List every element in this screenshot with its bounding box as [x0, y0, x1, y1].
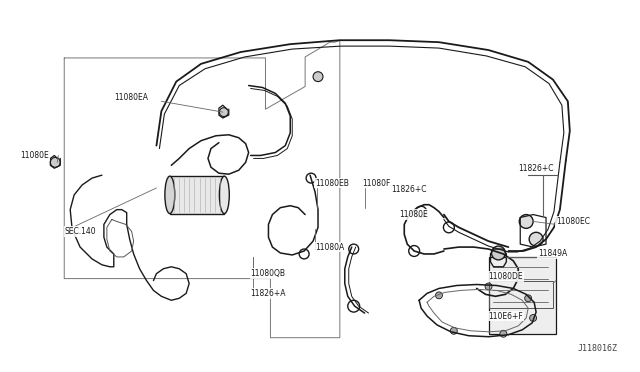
- Text: 11849A: 11849A: [538, 250, 567, 259]
- Circle shape: [485, 283, 492, 290]
- Circle shape: [451, 327, 458, 334]
- Circle shape: [525, 295, 532, 302]
- Circle shape: [51, 157, 60, 167]
- Text: 11080EA: 11080EA: [114, 93, 148, 102]
- Circle shape: [220, 108, 228, 116]
- Text: 11826+A: 11826+A: [251, 289, 286, 298]
- Circle shape: [492, 246, 506, 260]
- Circle shape: [435, 292, 442, 299]
- Text: 11080DE: 11080DE: [488, 272, 523, 281]
- Text: 11080QB: 11080QB: [251, 269, 285, 278]
- Text: 11080E: 11080E: [20, 151, 49, 160]
- Text: 11080E: 11080E: [399, 210, 428, 219]
- Circle shape: [529, 232, 543, 246]
- Text: 11080A: 11080A: [315, 243, 344, 251]
- Text: 11826+C: 11826+C: [392, 185, 427, 195]
- Circle shape: [519, 215, 533, 228]
- Text: 11080EB: 11080EB: [315, 179, 349, 187]
- Text: 11826+C: 11826+C: [518, 164, 554, 173]
- Bar: [488, 257, 556, 334]
- Text: 110E6+F: 110E6+F: [488, 311, 524, 321]
- Circle shape: [530, 315, 536, 321]
- Text: 11080EC: 11080EC: [556, 217, 590, 226]
- Bar: [488, 280, 553, 308]
- Circle shape: [500, 330, 507, 337]
- Text: J118016Z: J118016Z: [577, 344, 618, 353]
- Ellipse shape: [220, 176, 229, 214]
- Bar: [170, 176, 225, 214]
- Text: SEC.140: SEC.140: [64, 227, 96, 236]
- Ellipse shape: [165, 176, 175, 214]
- Text: 11080F: 11080F: [363, 179, 391, 187]
- Circle shape: [313, 72, 323, 81]
